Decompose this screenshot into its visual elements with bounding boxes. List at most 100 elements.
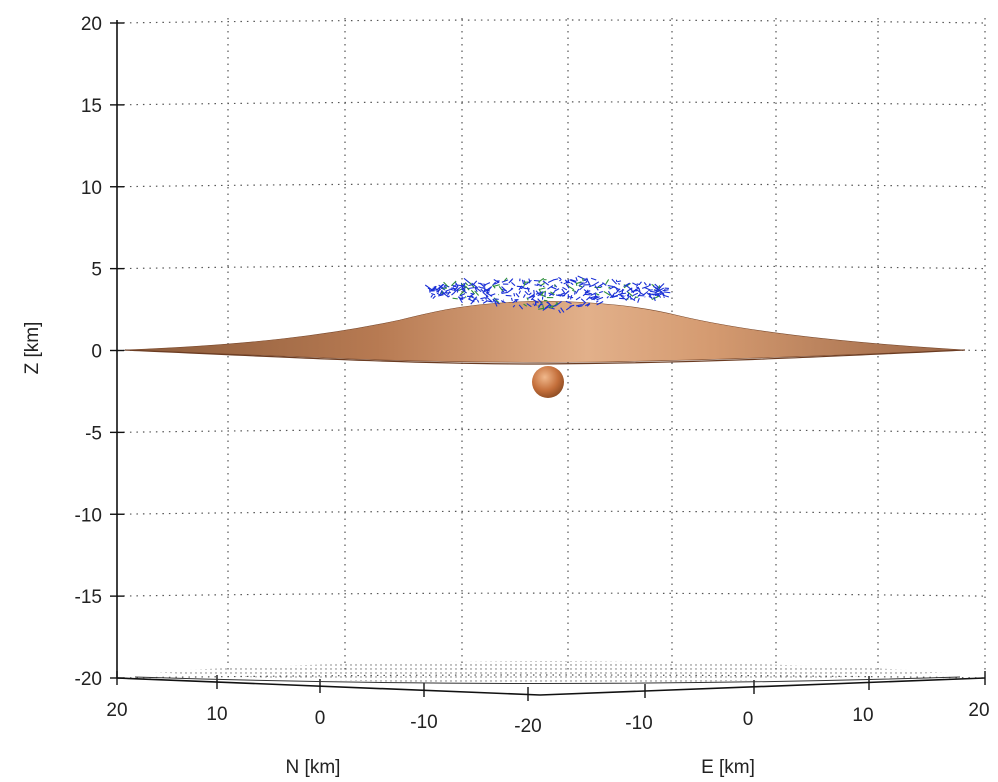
mesh-vector: [623, 282, 630, 288]
mesh-vector: [483, 282, 491, 286]
n-axis-title: N [km]: [286, 757, 341, 778]
mesh-vector: [618, 289, 625, 293]
mesh-vector: [518, 290, 521, 294]
mesh-vector: [538, 277, 545, 283]
mesh-vector: [445, 291, 451, 294]
mesh-vector: [459, 293, 466, 297]
mesh-vector: [528, 278, 531, 282]
mesh-vector: [505, 294, 512, 297]
mesh-vector: [577, 305, 583, 308]
mesh-vector: [533, 289, 535, 295]
mesh-vector: [575, 288, 580, 294]
mesh-vector: [525, 279, 532, 285]
mesh-vector: [598, 290, 604, 294]
mesh-vector: [474, 286, 478, 293]
mesh-vector: [662, 294, 670, 298]
mesh-vector: [429, 289, 434, 292]
mesh-vector: [595, 293, 600, 296]
mesh-vector: [547, 279, 554, 284]
mesh-vector: [594, 293, 597, 298]
mesh-vector: [482, 291, 489, 298]
floor-outline: [134, 676, 961, 684]
mesh-vector: [494, 281, 500, 285]
mesh-vector: [480, 297, 486, 300]
mesh-vector: [464, 296, 467, 298]
mesh-vector: [569, 304, 575, 307]
mesh-vector: [494, 298, 499, 300]
mesh-vector: [580, 298, 586, 303]
mesh-vector: [501, 286, 508, 292]
mesh-vector: [522, 294, 526, 298]
mesh-vector: [602, 282, 607, 286]
mesh-vector: [560, 307, 565, 313]
mesh-vector: [451, 284, 458, 288]
mesh-vector: [550, 286, 557, 290]
mesh-vector: [585, 302, 591, 307]
mesh-vector: [478, 286, 483, 289]
mesh-vector: [611, 292, 616, 297]
mesh-vector: [654, 291, 658, 294]
mesh-vector: [569, 279, 577, 284]
mesh-vector: [582, 278, 584, 282]
mesh-vector: [575, 276, 578, 282]
mesh-vector: [570, 282, 574, 286]
mesh-vector: [510, 287, 513, 290]
mesh-vector: [579, 283, 584, 286]
mesh-vector: [637, 286, 641, 292]
mesh-vector: [510, 297, 513, 302]
mesh-vector: [566, 281, 571, 284]
mesh-vector: [461, 294, 464, 300]
mesh-vector: [472, 296, 478, 302]
mesh-vector: [439, 290, 443, 296]
mesh-vector: [553, 288, 560, 292]
mesh-vector: [559, 278, 562, 282]
z-tick-label: -5: [85, 423, 102, 444]
mesh-vector: [655, 290, 661, 293]
mesh-vector: [454, 282, 459, 288]
mesh-vector: [660, 290, 665, 296]
mesh-vector: [547, 284, 554, 290]
mesh-vector: [436, 292, 441, 296]
mesh-vector: [589, 297, 595, 301]
mesh-vector: [538, 303, 542, 309]
n-axis-line: [116, 677, 541, 696]
mesh-vector: [449, 288, 454, 291]
mesh-vector: [651, 295, 660, 301]
mesh-vector: [629, 295, 632, 300]
mesh-vector: [464, 285, 470, 291]
mesh-vector: [470, 289, 476, 295]
mesh-vector: [609, 285, 615, 290]
mesh-vector: [535, 290, 541, 297]
mesh-vector: [561, 288, 566, 294]
mesh-vector: [653, 296, 656, 302]
mesh-vector: [494, 301, 498, 307]
mesh-vector: [543, 290, 547, 293]
mesh-vector: [524, 290, 529, 296]
mesh-vector: [567, 295, 574, 299]
mesh-vector: [652, 285, 660, 291]
n-tick-label: 0: [315, 708, 326, 729]
mesh-vector: [626, 294, 630, 297]
mesh-vector: [574, 290, 576, 295]
mesh-vector: [558, 309, 562, 314]
mesh-vector: [526, 297, 529, 301]
mesh-vector: [453, 286, 459, 292]
mesh-vector: [500, 300, 506, 304]
mesh-vector: [476, 299, 480, 303]
mesh-vector: [544, 303, 551, 309]
mesh-vector: [588, 284, 594, 288]
mesh-vector: [614, 286, 619, 292]
z-axis-title: Z [km]: [22, 322, 43, 375]
mesh-vector: [481, 299, 484, 302]
mesh-vector: [548, 291, 555, 297]
mesh-vector: [630, 289, 637, 293]
mesh-vector: [518, 304, 524, 310]
mesh-vector: [503, 277, 508, 282]
mesh-vector: [658, 285, 661, 289]
grid-line-horizontal: [116, 592, 986, 597]
mesh-vector: [523, 303, 528, 307]
source-sphere: [532, 366, 564, 398]
mesh-vector: [659, 283, 665, 289]
mesh-vector: [459, 297, 466, 300]
mesh-vector: [607, 284, 614, 288]
